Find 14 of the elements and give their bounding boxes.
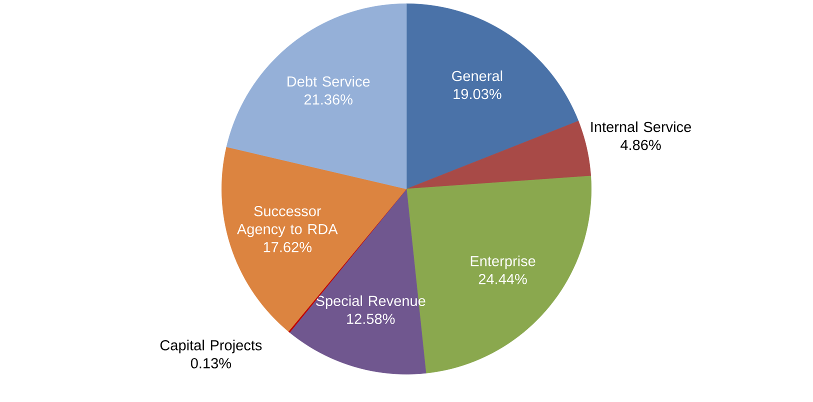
- slice-label: General: [452, 70, 502, 82]
- data-label: 17.62%: [264, 242, 312, 252]
- slice-label: Capital Projects: [160, 340, 262, 354]
- data-label: 24.44%: [478, 274, 527, 284]
- slice-label: Internal Service: [591, 121, 691, 132]
- slice-label: Successor Agency to RDA: [236, 206, 338, 238]
- slice-label: Debt Service: [288, 76, 370, 87]
- slice-label: Enterprise: [470, 256, 536, 270]
- data-label: 4.86%: [620, 140, 661, 150]
- data-label: 21.36%: [304, 94, 352, 105]
- slice-label: Special Revenue: [316, 295, 426, 309]
- data-label: 12.58%: [347, 314, 395, 324]
- data-label: 19.03%: [454, 88, 502, 100]
- data-label: 0.13%: [190, 358, 232, 368]
